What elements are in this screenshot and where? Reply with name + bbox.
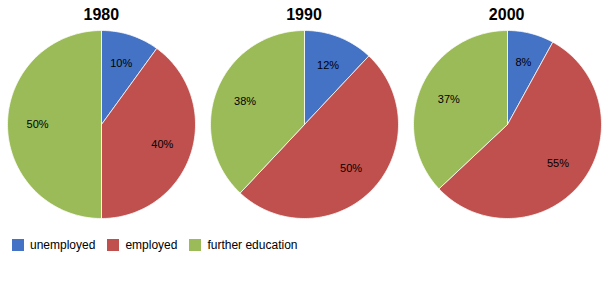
- svg-text:38%: 38%: [234, 94, 256, 106]
- html-text:further education: further education: [207, 237, 298, 252]
- html-text:2000: 2000: [488, 6, 525, 23]
- html-text:unemployed: unemployed: [30, 237, 96, 252]
- svg-text:8%: 8%: [515, 56, 531, 68]
- html-text:employed: employed: [125, 237, 178, 252]
- svg-text:10%: 10%: [111, 57, 133, 69]
- html-text:1980: 1980: [83, 6, 120, 23]
- svg-text:50%: 50%: [27, 118, 49, 130]
- svg-text:37%: 37%: [437, 93, 459, 105]
- svg-text:12%: 12%: [317, 59, 339, 71]
- svg-text:55%: 55%: [547, 157, 569, 169]
- svg-text:40%: 40%: [152, 138, 174, 150]
- svg-text:50%: 50%: [340, 162, 362, 174]
- html-text:1990: 1990: [286, 6, 322, 23]
